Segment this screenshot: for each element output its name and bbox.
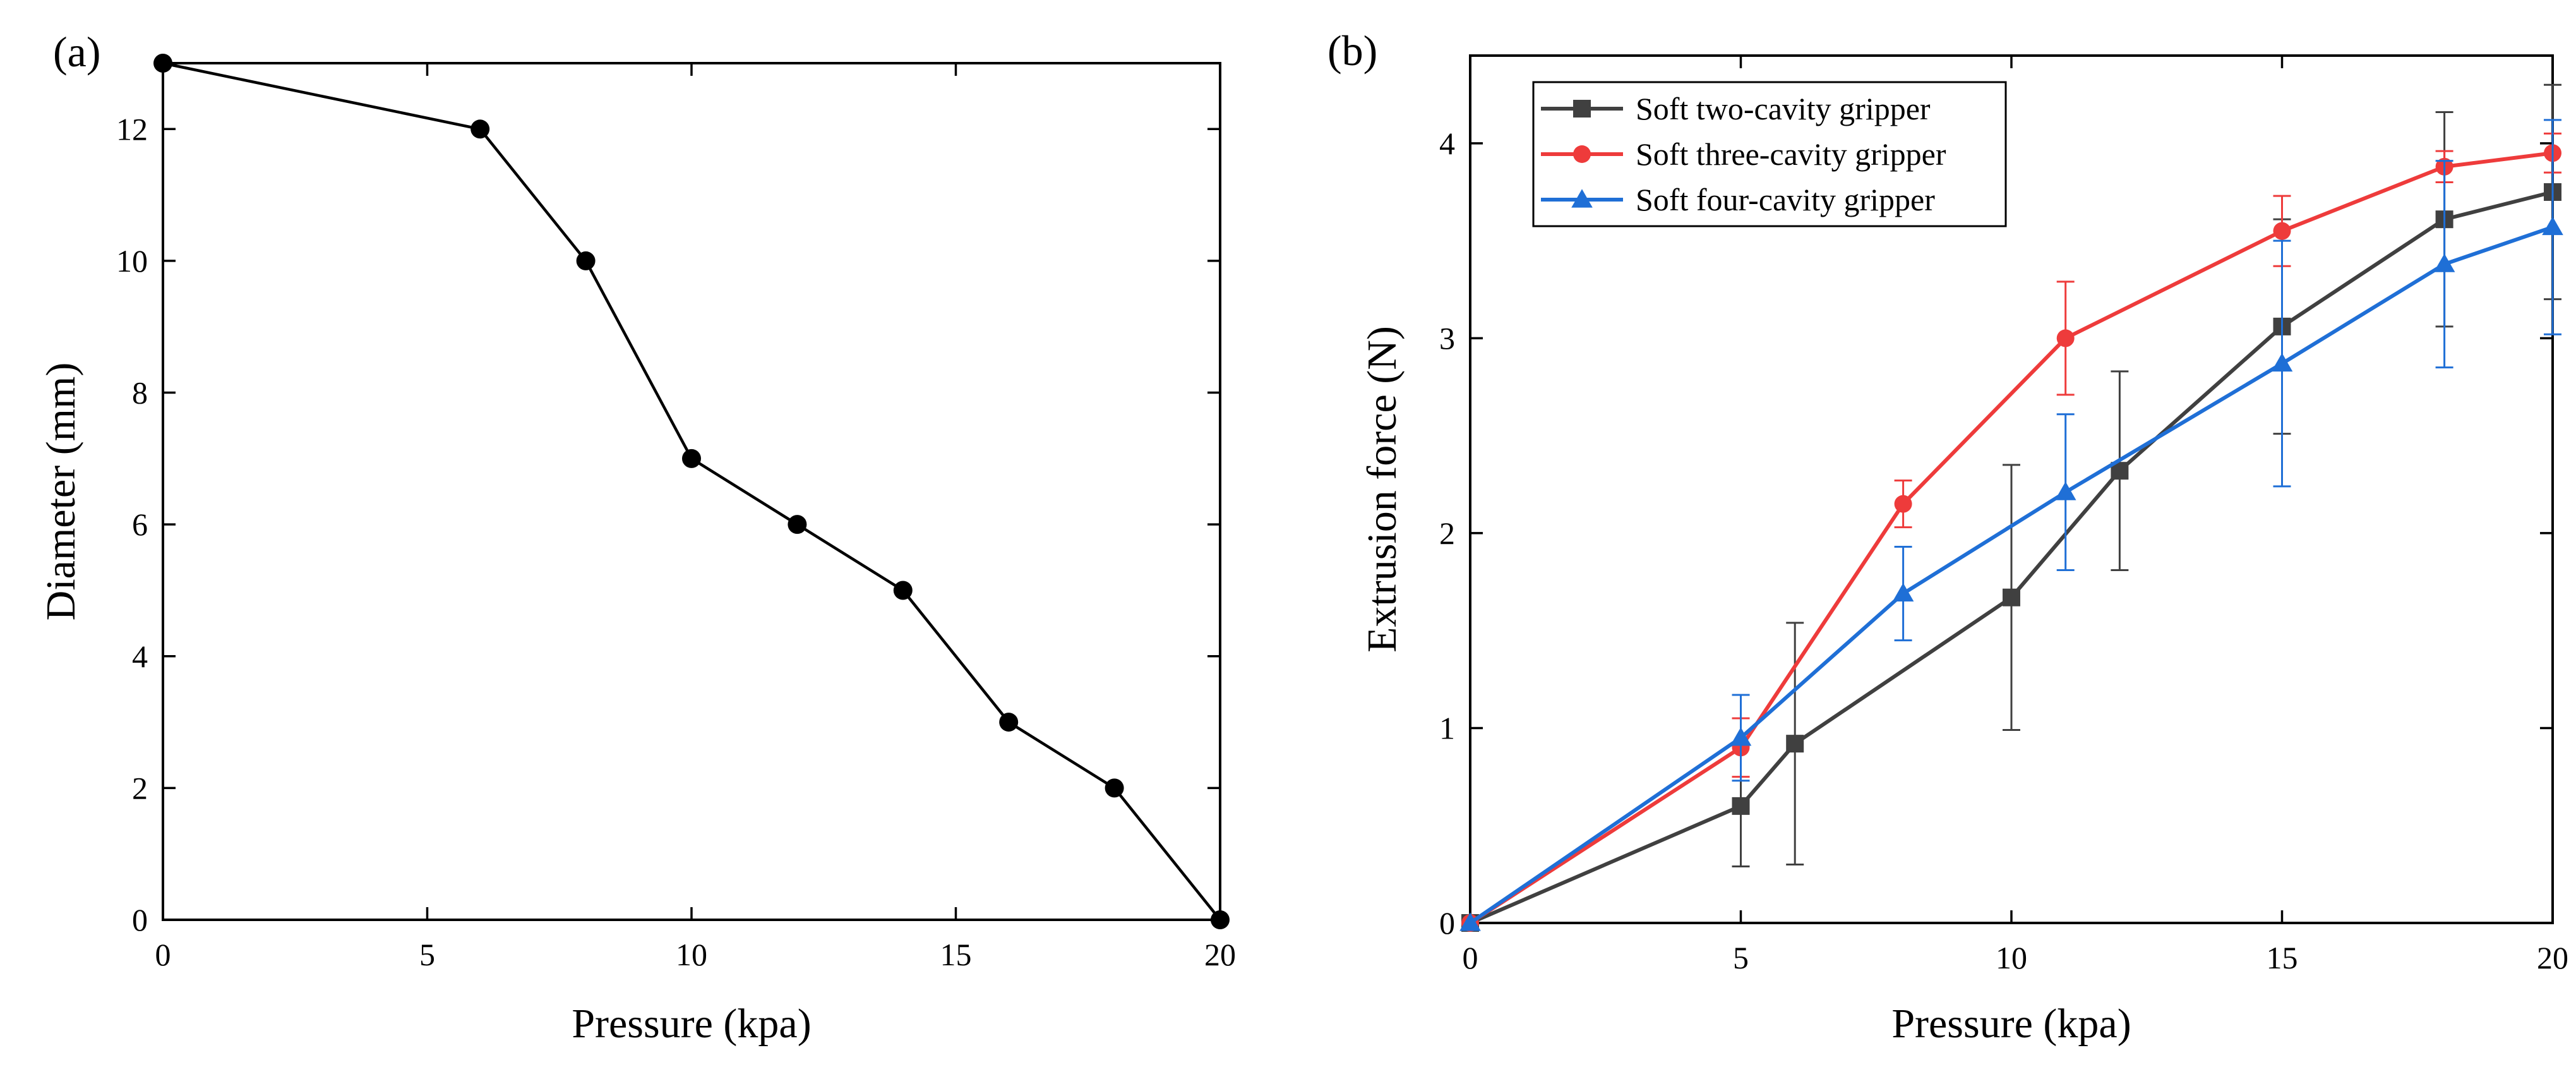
data-point [1894, 495, 1912, 513]
x-tick-label: 20 [1204, 937, 1236, 972]
data-point [2054, 481, 2076, 500]
legend-marker [1573, 100, 1591, 118]
y-tick-label: 2 [132, 770, 148, 805]
y-axis-label: Diameter (mm) [38, 363, 84, 621]
y-tick-label: 4 [132, 639, 148, 674]
x-axis-label: Pressure (kpa) [572, 1001, 811, 1047]
y-tick-label: 8 [132, 375, 148, 411]
y-tick-label: 0 [1439, 905, 1455, 941]
data-point [470, 119, 490, 139]
data-point [2433, 253, 2455, 272]
data-point [1211, 910, 1230, 929]
data-point [1732, 797, 1750, 815]
data-point [1459, 912, 1481, 931]
legend-marker [1571, 189, 1593, 208]
y-tick-label: 2 [1439, 515, 1455, 551]
data-point [1892, 582, 1914, 602]
x-tick-label: 10 [1996, 940, 2027, 975]
x-tick-label: 15 [2267, 940, 2298, 975]
data-point [153, 54, 172, 73]
y-axis-label: Extrusion force (N) [1359, 326, 1405, 653]
data-point [2003, 588, 2020, 606]
x-tick-label: 0 [1463, 940, 1478, 975]
data-point [576, 251, 596, 270]
data-point [2056, 329, 2075, 347]
data-point [1105, 778, 1124, 798]
panel-a-chart: (a) 0 5 10 15 20 0 2 4 6 8 10 12 Pressure (kpa) Diamet… [38, 28, 1236, 1047]
y-tick-label: 0 [132, 902, 148, 937]
x-tick-label: 5 [1733, 940, 1749, 975]
data-point [1730, 727, 1752, 746]
panel-b-chart: (b) 0 5 10 15 20 0 1 2 3 4 Pressure (kpa) Extrusion … [1327, 27, 2568, 1047]
data-point [788, 515, 807, 534]
legend-label: Soft four-cavity gripper [1636, 182, 1935, 217]
data-point [2273, 222, 2291, 240]
y-tick-label: 10 [116, 243, 148, 279]
panel-label: (a) [53, 28, 100, 76]
series-3 [1459, 119, 2563, 931]
legend-item: Soft three-cavity gripper [1541, 136, 1946, 172]
data-point [1786, 735, 1804, 753]
legend-item: Soft two-cavity gripper [1541, 91, 1931, 126]
panel-label: (b) [1327, 27, 1377, 75]
legend-marker [1573, 145, 1591, 163]
y-tick-label: 6 [132, 507, 148, 542]
data-point [2542, 216, 2563, 236]
legend-item: Soft four-cavity gripper [1541, 182, 1935, 217]
x-tick-label: 10 [676, 937, 707, 972]
legend-label: Soft three-cavity gripper [1636, 136, 1946, 172]
x-axis-label: Pressure (kpa) [1891, 1001, 2131, 1047]
x-tick-label: 0 [155, 937, 171, 972]
y-tick-label: 4 [1439, 126, 1455, 161]
data-point [2271, 353, 2293, 372]
y-tick-label: 12 [116, 111, 148, 147]
data-point [893, 581, 913, 600]
legend-label: Soft two-cavity gripper [1636, 91, 1931, 126]
x-tick-label: 15 [940, 937, 972, 972]
x-tick-label: 20 [2537, 940, 2568, 975]
x-tick-label: 5 [419, 937, 435, 972]
y-tick-label: 1 [1439, 710, 1455, 745]
data-point [999, 713, 1019, 732]
data-point [682, 449, 701, 468]
legend: Soft two-cavity gripper Soft three-cavity… [1532, 81, 2007, 227]
y-tick-label: 3 [1439, 320, 1455, 356]
series-1 [153, 54, 1230, 929]
